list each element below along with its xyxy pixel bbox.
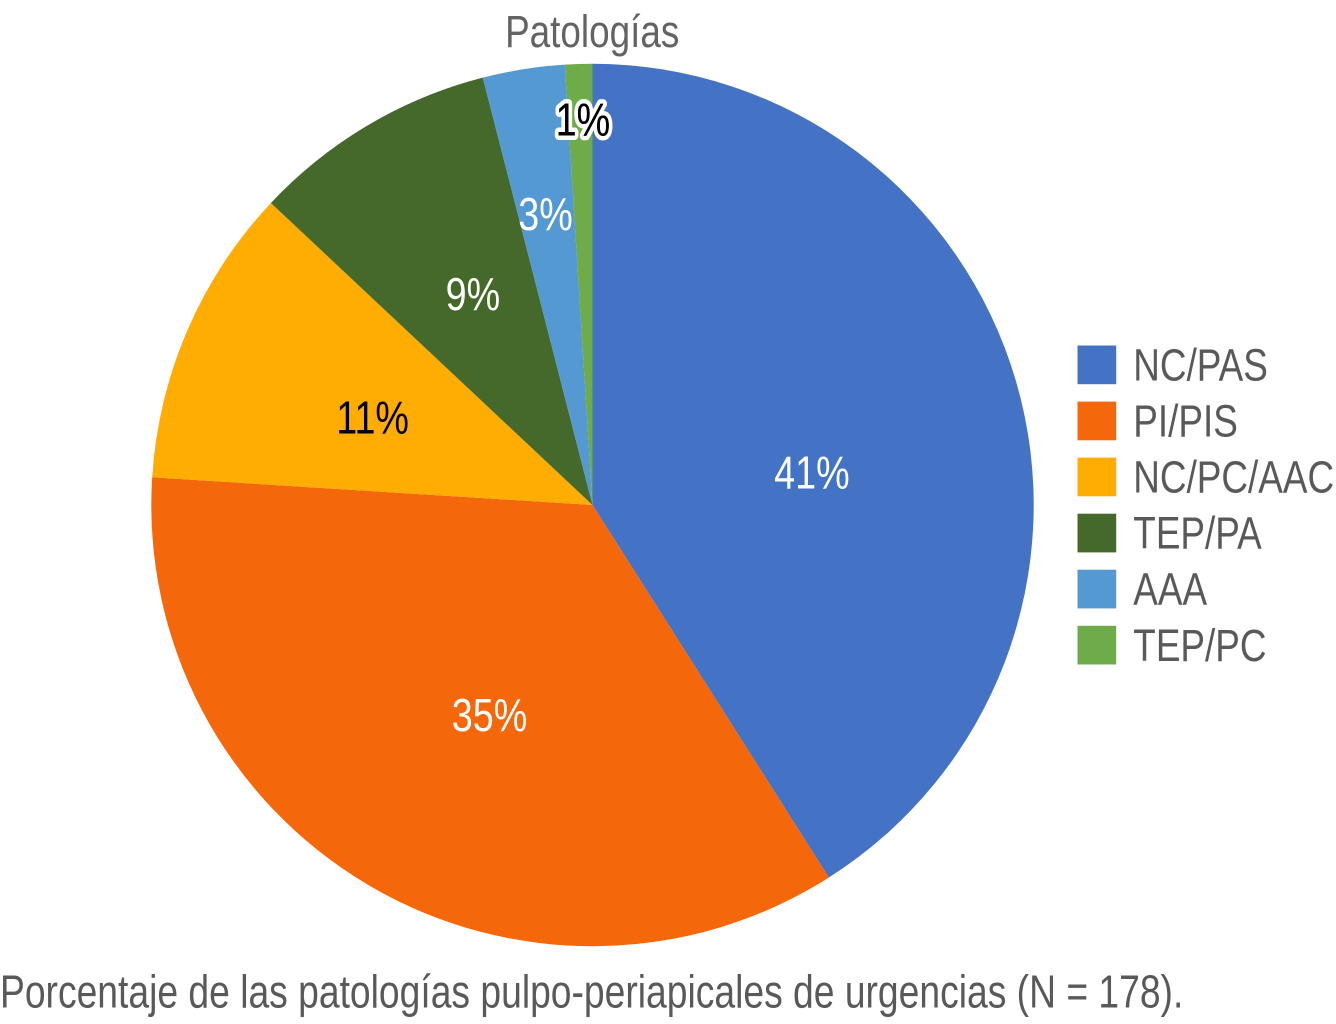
svg-text:AAA: AAA [1133, 564, 1207, 614]
svg-text:1%: 1% [556, 94, 611, 145]
svg-text:Patologías: Patologías [505, 7, 679, 57]
svg-text:35%: 35% [452, 689, 527, 740]
svg-text:3%: 3% [518, 189, 573, 240]
svg-text:1%: 1% [556, 94, 611, 145]
svg-text:PI/PIS: PI/PIS [1133, 396, 1238, 446]
svg-text:41%: 41% [774, 447, 849, 498]
svg-text:9%: 9% [446, 268, 501, 319]
svg-text:11%: 11% [336, 392, 409, 443]
svg-text:NC/PC/AAC: NC/PC/AAC [1133, 452, 1334, 502]
svg-text:Porcentaje de las patologías p: Porcentaje de las patologías pulpo-peria… [0, 966, 1183, 1018]
svg-text:TEP/PA: TEP/PA [1133, 508, 1262, 558]
svg-text:NC/PAS: NC/PAS [1133, 340, 1268, 390]
svg-text:TEP/PC: TEP/PC [1133, 620, 1266, 670]
